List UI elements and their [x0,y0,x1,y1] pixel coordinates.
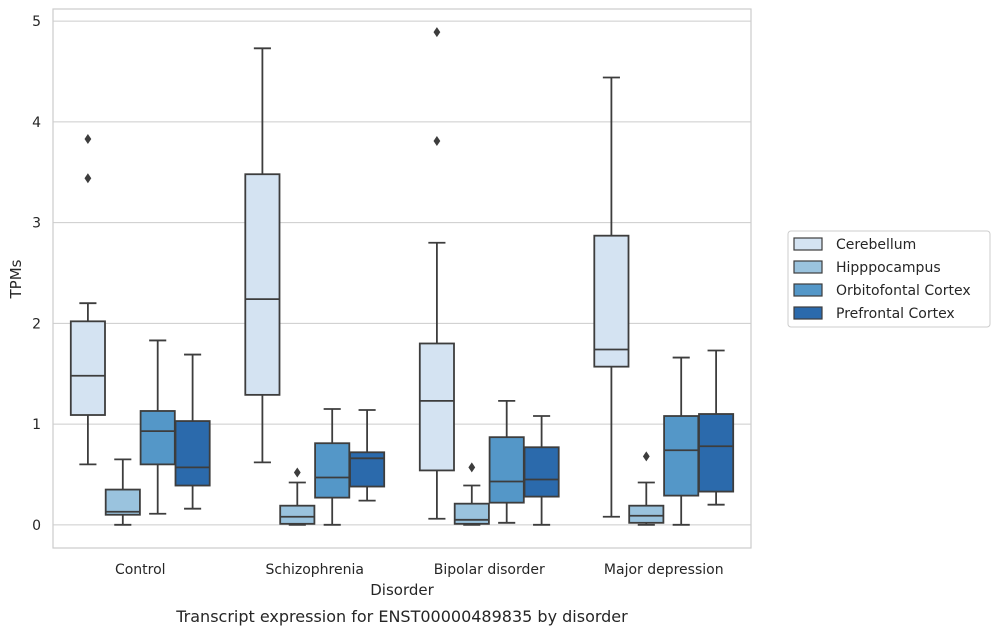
box [244,47,281,464]
box-body [593,234,630,368]
y-tick-labels: 0 1 2 3 4 5 [32,14,41,534]
x-tick-label: Major depression [604,562,724,578]
box [279,467,316,526]
chart-caption: Transcript expression for ENST0000048983… [175,607,628,626]
outlier-point [293,467,301,478]
box [174,353,211,510]
legend-swatch [793,306,823,320]
legend-frame [787,230,991,328]
legend-label: Prefrontal Cortex [836,306,955,322]
y-tick-label: 1 [32,417,41,433]
box [663,356,700,526]
box [523,415,560,526]
box [69,133,106,466]
y-axis-label: TPMs [7,259,25,299]
box-body [663,415,700,497]
box [488,400,525,524]
outlier-point [84,133,92,144]
box-body [174,420,211,487]
legend-items: Cerebellum Hipppocampus Orbitofontal Corte… [793,237,971,322]
box [628,451,665,526]
box-body [244,173,281,396]
legend-label: Orbitofontal Cortex [836,283,971,299]
box [314,408,351,526]
y-tick-label: 3 [32,216,41,232]
box-body [279,504,316,525]
box [418,27,455,520]
box-body [523,446,560,498]
x-tick-label: Schizophrenia [266,562,364,578]
box [349,409,386,502]
box [453,462,490,526]
box-body [488,436,525,504]
box [104,458,141,526]
box [698,349,735,506]
box [139,339,176,515]
outlier-point [433,27,441,38]
boxes [69,27,735,526]
outlier-point [642,451,650,462]
y-tick-label: 5 [32,14,41,30]
legend-swatch [793,283,823,297]
legend-swatch [793,237,823,251]
plot-frame [52,8,752,549]
box-body [314,442,351,499]
legend: Cerebellum Hipppocampus Orbitofontal Corte… [787,230,991,328]
box-body [349,451,386,488]
outlier-point [468,462,476,473]
outlier-point [84,173,92,184]
x-axis-label: Disorder [370,581,434,599]
y-tick-label: 4 [32,115,41,131]
x-tick-labels: Control Schizophrenia Bipolar disorder Majo… [115,562,724,578]
legend-swatch [793,260,823,274]
legend-label: Cerebellum [836,237,916,253]
legend-label: Hipppocampus [836,260,941,276]
box-body [698,413,735,493]
box-body [69,320,106,416]
y-tick-label: 0 [32,518,41,534]
outlier-point [433,135,441,146]
x-tick-label: Bipolar disorder [434,562,545,578]
box [593,76,630,518]
box-body [139,410,176,466]
box-body [104,488,141,516]
x-tick-label: Control [115,562,166,578]
box-body [453,502,490,525]
box-body [628,504,665,524]
y-tick-label: 2 [32,316,41,332]
box-body [418,342,455,472]
